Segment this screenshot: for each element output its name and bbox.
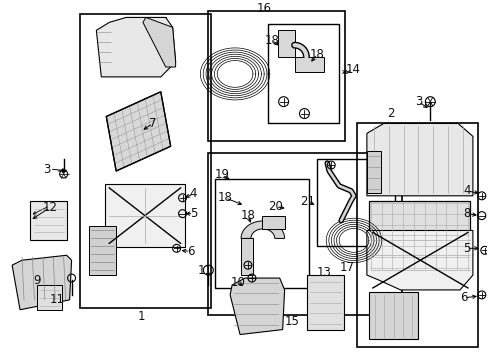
Text: 20: 20: [268, 200, 283, 213]
Text: 18: 18: [217, 191, 232, 204]
Polygon shape: [307, 275, 344, 329]
Text: 7: 7: [149, 117, 156, 130]
Text: 18: 18: [264, 34, 279, 47]
Text: 8: 8: [462, 207, 469, 220]
Text: 11: 11: [198, 264, 212, 276]
Text: 3: 3: [43, 163, 50, 176]
Text: 17: 17: [339, 261, 354, 274]
Polygon shape: [89, 225, 116, 275]
Polygon shape: [96, 17, 175, 77]
Text: 6: 6: [186, 245, 194, 258]
Text: 6: 6: [459, 291, 467, 304]
Bar: [208, 10, 345, 141]
Bar: [356, 123, 477, 347]
Polygon shape: [261, 216, 284, 229]
Text: 21: 21: [299, 195, 314, 208]
Polygon shape: [142, 17, 175, 67]
Polygon shape: [12, 255, 71, 310]
Text: 15: 15: [285, 315, 299, 328]
Polygon shape: [241, 221, 284, 238]
Text: 1: 1: [137, 310, 144, 323]
Polygon shape: [30, 201, 66, 240]
Bar: [208, 153, 401, 315]
Text: 3: 3: [414, 95, 421, 108]
Bar: [317, 159, 394, 246]
Text: 12: 12: [42, 201, 57, 214]
Text: 19: 19: [214, 168, 229, 181]
Text: 5: 5: [462, 242, 469, 255]
Text: 13: 13: [316, 266, 331, 279]
Polygon shape: [294, 57, 324, 72]
Text: 4: 4: [462, 184, 470, 197]
Polygon shape: [241, 238, 252, 275]
Polygon shape: [105, 184, 184, 247]
Text: 2: 2: [386, 107, 394, 120]
Text: 10: 10: [230, 275, 245, 288]
Polygon shape: [366, 123, 472, 196]
Text: 4: 4: [189, 187, 197, 200]
Polygon shape: [366, 230, 472, 290]
Polygon shape: [230, 278, 284, 334]
Text: 9: 9: [33, 274, 41, 287]
Polygon shape: [366, 151, 380, 193]
Bar: [368, 201, 469, 270]
Text: 18: 18: [309, 48, 324, 60]
Text: 14: 14: [345, 63, 360, 76]
Polygon shape: [368, 292, 418, 339]
Polygon shape: [106, 92, 170, 171]
Text: 11: 11: [49, 293, 64, 306]
Bar: [267, 24, 339, 123]
Polygon shape: [37, 285, 61, 310]
Text: 16: 16: [256, 2, 271, 15]
Bar: [80, 14, 211, 308]
Bar: [215, 179, 309, 288]
Text: 18: 18: [240, 209, 255, 222]
Polygon shape: [277, 30, 294, 57]
Text: 5: 5: [189, 207, 197, 220]
